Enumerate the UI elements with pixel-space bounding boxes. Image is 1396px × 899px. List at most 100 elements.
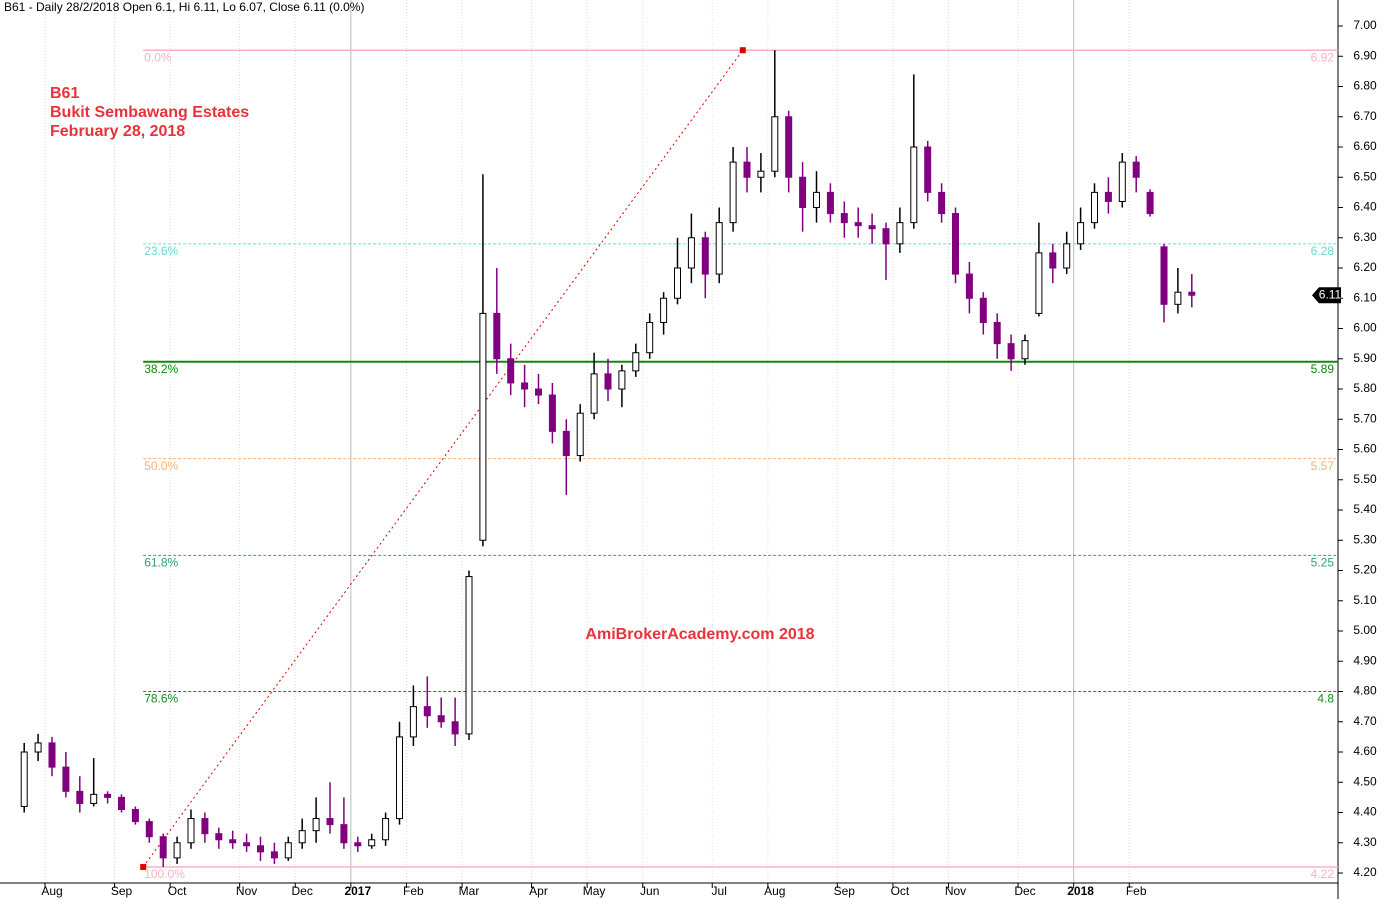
y-tick-label: 6.50 bbox=[1353, 169, 1377, 183]
x-tick-label: Feb bbox=[1126, 884, 1147, 898]
annotation: February 28, 2018 bbox=[50, 123, 185, 140]
grid bbox=[44, 0, 1130, 883]
candle-body bbox=[521, 382, 529, 390]
candle-body bbox=[548, 394, 556, 432]
trend-anchor bbox=[739, 47, 746, 54]
candle-body bbox=[826, 191, 834, 215]
y-tick-label: 6.70 bbox=[1353, 109, 1377, 123]
candle-body bbox=[173, 842, 181, 859]
candle-body bbox=[437, 715, 445, 723]
annotation: Bukit Sembawang Estates bbox=[50, 104, 249, 121]
candle-body bbox=[1132, 161, 1140, 178]
y-tick-label: 5.60 bbox=[1353, 442, 1377, 456]
y-tick-label: 6.20 bbox=[1353, 260, 1377, 274]
candle-body bbox=[270, 851, 278, 859]
candle-body bbox=[993, 321, 1001, 345]
y-tick-label: 5.00 bbox=[1353, 623, 1377, 637]
last-price-box bbox=[1312, 287, 1341, 304]
candle-body bbox=[20, 751, 28, 807]
candle-body bbox=[743, 161, 751, 178]
candle-body bbox=[1077, 222, 1085, 245]
candle-body bbox=[938, 191, 946, 215]
candle-body bbox=[201, 818, 209, 835]
x-tick-label: Mar bbox=[459, 884, 480, 898]
candle-body bbox=[1174, 291, 1182, 305]
candle-body bbox=[1063, 243, 1071, 269]
candle-body bbox=[90, 793, 98, 804]
x-tick-label: Dec bbox=[292, 884, 313, 898]
fib-percent-label: 61.8% bbox=[144, 556, 178, 570]
fib-value-label: 6.92 bbox=[1311, 50, 1335, 64]
candle-body bbox=[771, 116, 779, 172]
y-tick-label: 6.90 bbox=[1353, 48, 1377, 62]
candle-body bbox=[965, 273, 973, 299]
y-tick-label: 4.60 bbox=[1353, 744, 1377, 758]
x-tick-label: 2017 bbox=[344, 884, 371, 898]
candle-body bbox=[1118, 161, 1126, 202]
candle-body bbox=[1104, 191, 1112, 202]
y-tick-label: 6.80 bbox=[1353, 79, 1377, 93]
candle-body bbox=[104, 793, 112, 798]
candle-body bbox=[298, 830, 306, 844]
y-tick-label: 5.20 bbox=[1353, 563, 1377, 577]
candle-body bbox=[868, 225, 876, 230]
candle-body bbox=[660, 297, 668, 323]
candle-body bbox=[1091, 191, 1098, 224]
y-tick-label: 7.00 bbox=[1353, 18, 1377, 32]
fib-percent-label: 23.6% bbox=[144, 244, 178, 258]
fib-value-label: 4.8 bbox=[1317, 692, 1334, 706]
fib-percent-label: 50.0% bbox=[144, 459, 178, 473]
x-tick-label: Aug bbox=[41, 884, 62, 898]
candle-body bbox=[924, 146, 932, 193]
candle-body bbox=[409, 706, 417, 738]
candle-body bbox=[48, 742, 56, 768]
candle-body bbox=[145, 821, 153, 838]
candle-body bbox=[507, 358, 515, 384]
candle-body bbox=[632, 352, 640, 372]
candle-body bbox=[1007, 343, 1015, 360]
y-tick-label: 5.40 bbox=[1353, 502, 1377, 516]
y-tick-label: 4.90 bbox=[1353, 653, 1377, 667]
y-tick-label: 4.80 bbox=[1353, 684, 1377, 698]
candle-body bbox=[1049, 252, 1057, 269]
candle-body bbox=[1160, 246, 1168, 305]
y-tick-label: 6.40 bbox=[1353, 200, 1377, 214]
candle-body bbox=[479, 312, 487, 541]
candle-body bbox=[229, 839, 237, 844]
candle-body bbox=[840, 213, 848, 224]
watermark: AmiBrokerAcademy.com 2018 bbox=[585, 626, 814, 643]
last-price-label: 6.11 bbox=[1319, 287, 1342, 301]
candle-body bbox=[646, 321, 654, 354]
candle-body bbox=[535, 388, 542, 396]
candle-body bbox=[896, 222, 904, 245]
candle-body bbox=[952, 213, 959, 275]
candle-body bbox=[604, 373, 612, 390]
candle-body bbox=[1146, 191, 1154, 215]
candle-body bbox=[562, 430, 570, 457]
candle-body bbox=[715, 222, 723, 275]
x-tick-label: May bbox=[583, 884, 606, 898]
candle-body bbox=[687, 237, 695, 269]
y-tick-label: 5.30 bbox=[1353, 532, 1377, 546]
y-tick-label: 4.70 bbox=[1353, 714, 1377, 728]
candle-body bbox=[757, 170, 765, 178]
annotation: B61 bbox=[50, 85, 79, 102]
fib-value-label: 5.89 bbox=[1311, 362, 1335, 376]
candle-body bbox=[493, 312, 501, 360]
x-tick-label: Nov bbox=[236, 884, 257, 898]
candle-body bbox=[451, 721, 459, 735]
candle-body bbox=[382, 818, 390, 841]
fib-percent-label: 38.2% bbox=[144, 362, 178, 376]
candle-body bbox=[813, 191, 820, 209]
candle-body bbox=[423, 706, 431, 717]
candle-body bbox=[785, 116, 793, 178]
y-tick-label: 5.80 bbox=[1353, 381, 1377, 395]
fib-percent-label: 78.6% bbox=[144, 692, 178, 706]
candle-body bbox=[1188, 291, 1196, 296]
trendline bbox=[142, 49, 744, 868]
fib-value-label: 5.25 bbox=[1311, 556, 1335, 570]
candle-body bbox=[76, 790, 84, 804]
candle-body bbox=[854, 222, 862, 227]
candle-body bbox=[910, 146, 918, 224]
